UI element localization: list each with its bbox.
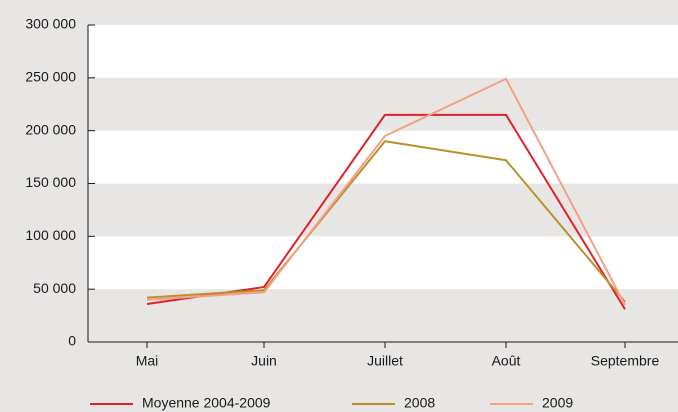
- legend-label: 2009: [542, 395, 573, 411]
- y-tick-label: 300 000: [25, 16, 76, 32]
- y-tick-label: 0: [68, 333, 76, 349]
- y-tick-label: 150 000: [25, 174, 76, 190]
- y-tick-label: 250 000: [25, 69, 76, 85]
- series-line: [146, 77, 626, 306]
- legend-label: Moyenne 2004-2009: [142, 395, 271, 411]
- x-tick-label: Mai: [136, 353, 159, 369]
- x-tick-label: Septembre: [591, 353, 660, 369]
- y-tick-label: 100 000: [25, 227, 76, 243]
- y-tick-label: 50 000: [33, 280, 76, 296]
- grid-band: [88, 183, 678, 237]
- legend-label: 2008: [404, 395, 435, 411]
- x-tick-label: Août: [492, 353, 521, 369]
- y-tick-label: 200 000: [25, 121, 76, 137]
- series-line: [146, 140, 626, 303]
- x-tick-label: Juin: [251, 353, 277, 369]
- grid-band: [88, 77, 678, 131]
- x-tick-label: Juillet: [367, 353, 403, 369]
- grid-band: [88, 25, 678, 78]
- grid-band: [88, 236, 678, 290]
